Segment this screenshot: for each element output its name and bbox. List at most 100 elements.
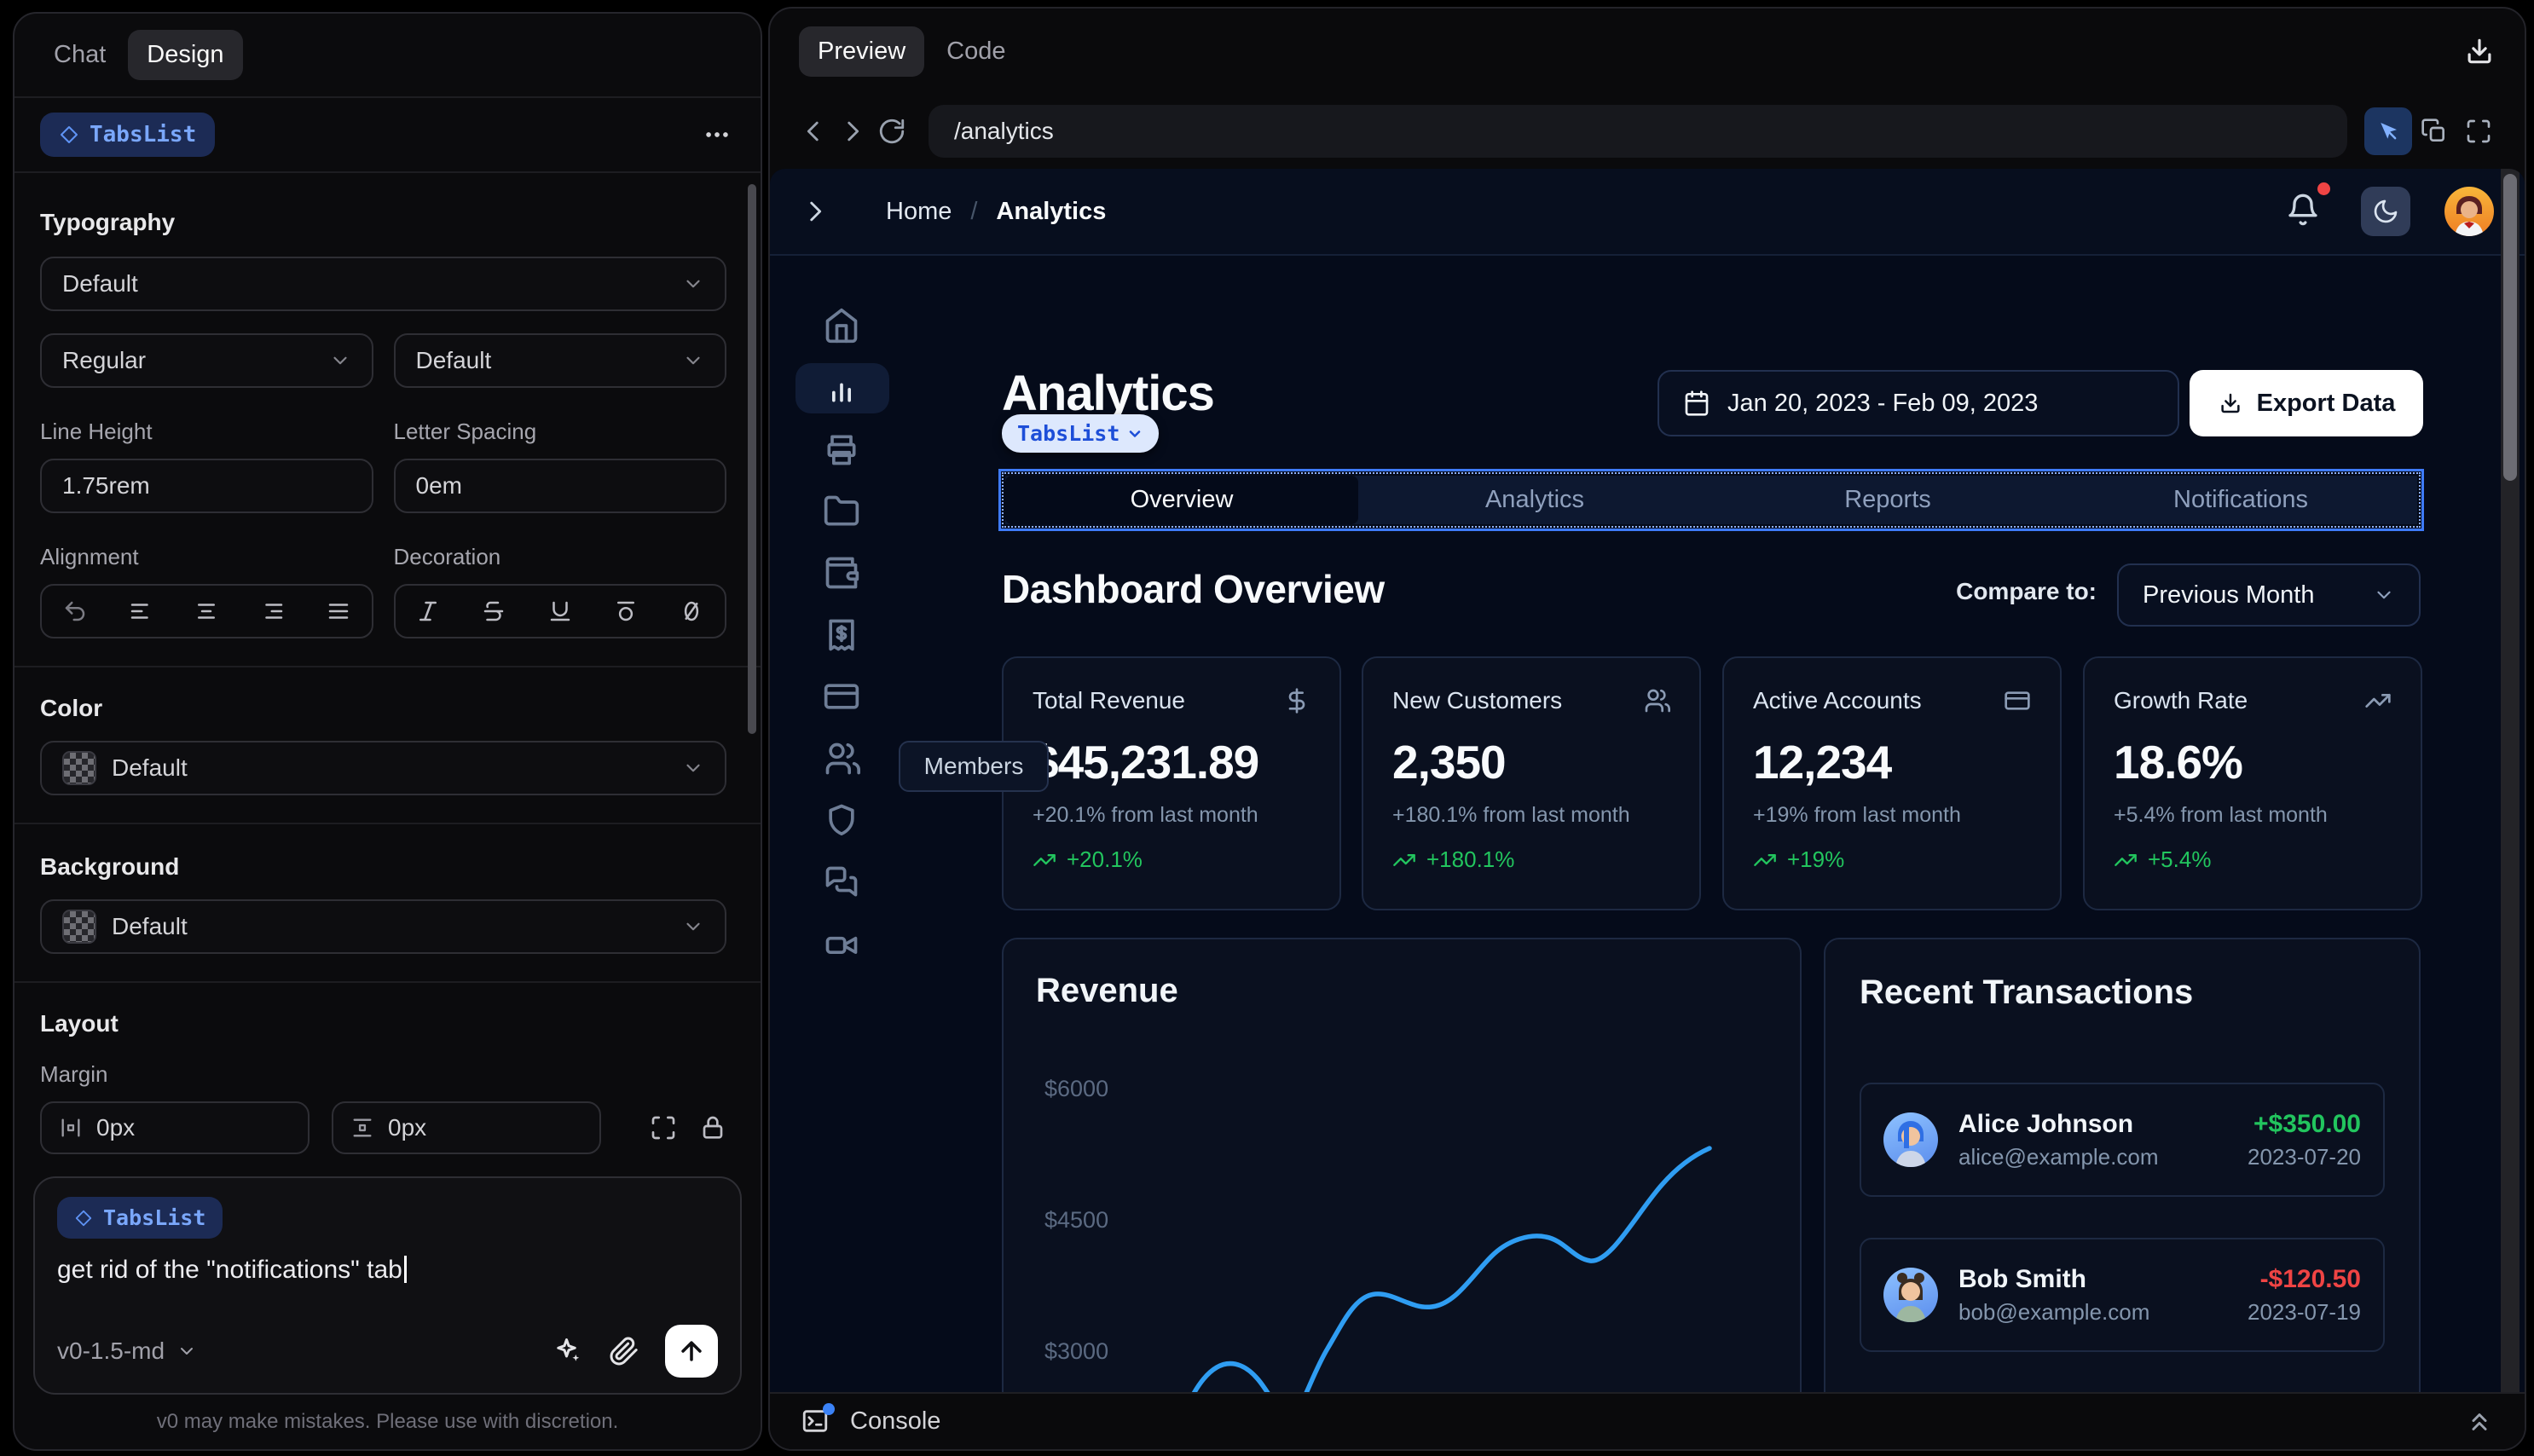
selected-component-chip[interactable]: TabsList [1002,414,1160,453]
underline-icon[interactable] [547,598,573,624]
console-bar[interactable]: Console [770,1392,2525,1449]
color-section-label: Color [40,695,103,721]
line-height-input[interactable]: 1.75rem [40,459,373,513]
align-center-icon[interactable] [194,598,219,624]
disclaimer-text: v0 may make mistakes. Please use with di… [156,1410,619,1433]
wallet-icon [825,557,859,589]
background-swatch [62,910,96,944]
selected-element-chip[interactable]: TabsList [40,113,216,157]
font-size-select[interactable]: Default [393,333,726,388]
chevron-down-icon [1130,430,1141,437]
stat-card-active-accounts: Active Accounts 12,234 +19% from last mo… [1722,656,2062,910]
sidebar-item-video[interactable] [823,926,860,963]
tab-overview[interactable]: Overview [1005,476,1358,524]
chevrons-up-icon[interactable] [2465,1407,2494,1436]
fullscreen-icon [2467,119,2491,143]
more-options-icon[interactable] [703,120,732,149]
tab-code[interactable]: Code [946,37,1006,65]
user-avatar[interactable] [2444,187,2494,236]
prompt-input[interactable]: get rid of the "notifications" tab [57,1256,718,1285]
sidebar-item-security[interactable] [823,801,860,839]
align-left-icon[interactable] [128,598,153,624]
color-swatch [62,751,96,785]
background-section-label: Background [40,853,180,880]
font-family-select[interactable]: Default [40,257,726,311]
attachment-paperclip-icon[interactable] [609,1336,639,1366]
shield-icon [829,804,854,835]
url-input[interactable]: /analytics [929,105,2347,158]
reset-alignment-icon[interactable] [62,598,88,624]
sidebar-item-analytics[interactable] [823,369,860,407]
sidebar-item-cards[interactable] [823,678,860,715]
preview-scrollbar[interactable] [2501,169,2520,1392]
composer-context-chip[interactable]: TabsList [57,1197,223,1239]
sidebar-item-home[interactable] [823,307,860,344]
forward-button[interactable] [833,117,872,146]
transaction-row-alice[interactable]: Alice Johnson alice@example.com +$350.00… [1860,1083,2385,1197]
transaction-row-bob[interactable]: Bob Smith bob@example.com -$120.50 2023-… [1860,1238,2385,1352]
copy-page-button[interactable] [2412,118,2456,145]
credit-card-icon [824,684,859,709]
notifications-button[interactable] [2286,182,2330,230]
back-button[interactable] [794,117,833,146]
console-icon-wrap [801,1402,835,1437]
margin-y-input[interactable]: 0px [332,1101,601,1154]
tab-reports[interactable]: Reports [1844,486,1931,513]
alignment-label: Alignment [40,544,139,569]
selected-element-row: TabsList [14,98,761,173]
overline-icon[interactable] [613,598,639,624]
sidebar-toggle-chevron-icon[interactable] [801,197,830,226]
panel-scrollbar[interactable] [748,184,756,734]
strikethrough-icon[interactable] [481,598,506,624]
tab-chat[interactable]: Chat [54,41,107,68]
compare-select[interactable]: Previous Month [2117,563,2421,627]
design-panel: Chat Design TabsList Typography Default … [13,12,762,1451]
letter-spacing-input[interactable]: 0em [393,459,726,513]
y-tick-6000: $6000 [1044,1076,1109,1101]
send-button[interactable] [665,1325,718,1378]
fullscreen-button[interactable] [2456,118,2501,145]
tab-design[interactable]: Design [128,30,243,80]
sidebar-item-printer[interactable] [823,430,860,468]
font-weight-select[interactable]: Regular [40,333,373,388]
trending-up-icon [1754,853,1776,866]
app-viewport: Home / Analytics [770,169,2525,1392]
margin-horizontal-icon [61,1118,80,1137]
background-select[interactable]: Default [40,899,726,954]
download-icon[interactable] [2463,35,2496,67]
refresh-button[interactable] [872,117,911,146]
date-range-button[interactable]: Jan 20, 2023 - Feb 09, 2023 [1658,370,2179,436]
align-justify-icon[interactable] [326,598,351,624]
avatar-bob-graphic [1895,1273,1926,1322]
italic-icon[interactable] [415,598,441,624]
sidebar-item-receipts[interactable] [823,616,860,654]
scrollbar-thumb[interactable] [2503,174,2517,481]
color-select[interactable]: Default [40,741,726,795]
transaction-amount: -$120.50 [2259,1264,2361,1293]
export-data-button[interactable]: Export Data [2190,370,2423,436]
enhance-sparkles-icon[interactable] [553,1336,583,1366]
expand-values-icon[interactable] [650,1114,677,1141]
margin-x-input[interactable]: 0px [40,1101,310,1154]
sidebar-item-members[interactable] [823,740,860,777]
model-selector[interactable]: v0-1.5-md [57,1338,197,1365]
properties-scroll-area: Typography Default Regular Default Line … [14,209,761,1278]
tab-analytics[interactable]: Analytics [1484,486,1585,513]
tab-notifications[interactable]: Notifications [2173,486,2308,513]
sidebar-item-wallet[interactable] [823,554,860,592]
align-right-icon[interactable] [260,598,286,624]
breadcrumb-home[interactable]: Home [886,197,952,225]
page-title: Analytics [1002,366,1215,421]
sidebar-item-folder[interactable] [823,493,860,530]
section-title: Dashboard Overview [1002,567,1385,611]
tab-preview[interactable]: Preview [799,26,925,77]
no-decoration-icon[interactable] [679,598,704,624]
sidebar-item-messages[interactable] [823,864,860,901]
chat-composer[interactable]: TabsList get rid of the "notifications" … [33,1176,742,1395]
inspect-tool-button[interactable] [2364,107,2412,155]
lock-values-icon[interactable] [699,1114,726,1141]
receipt-icon [829,619,854,651]
theme-toggle-button[interactable] [2361,187,2410,236]
tabslist-selection-outline[interactable]: Overview Analytics Reports Notifications [998,469,2424,531]
